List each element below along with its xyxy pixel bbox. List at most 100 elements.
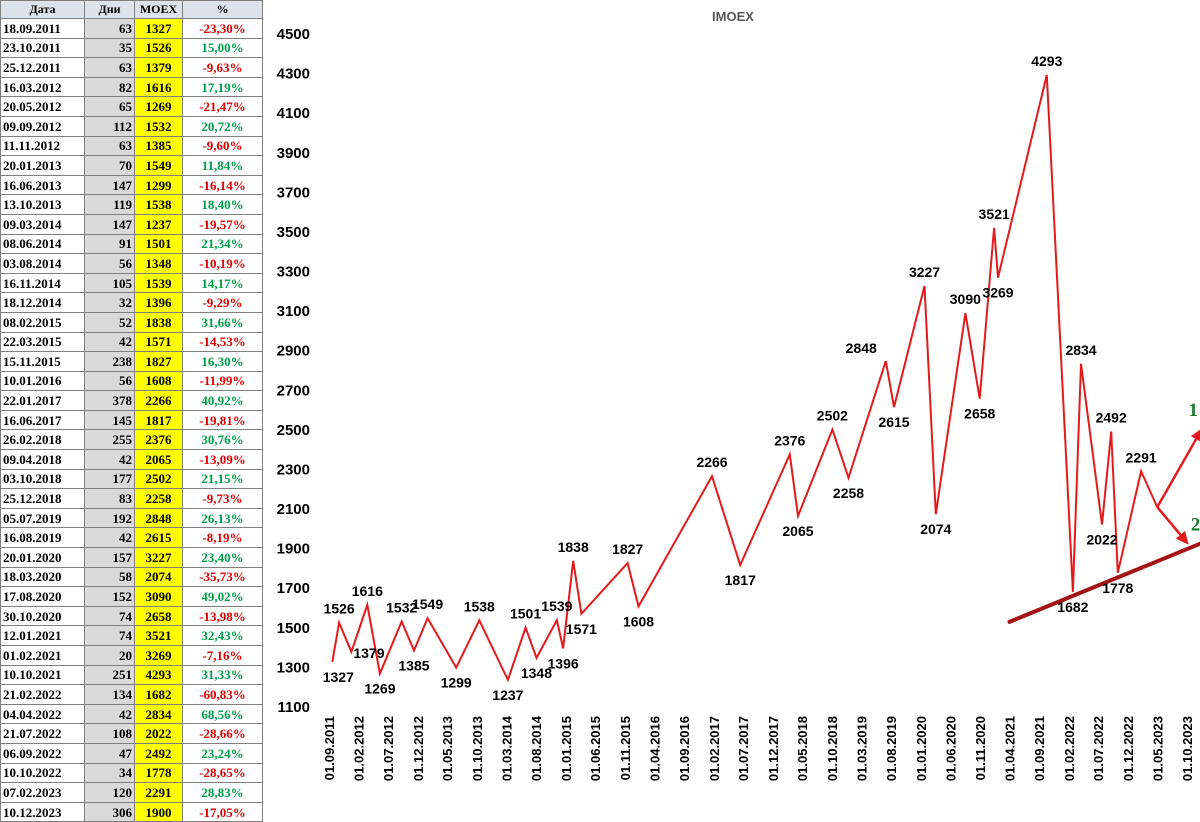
cell-pct: -10,19%: [182, 253, 263, 274]
cell-date: 16.03.2012: [0, 76, 85, 98]
table-row: 10.10.2021 251 4293 31,33%: [0, 664, 263, 686]
cell-date: 10.12.2023: [0, 801, 85, 822]
data-label: 1838: [558, 539, 589, 555]
table-row: 25.12.2011 63 1379 -9,63%: [0, 57, 263, 78]
cell-days: 238: [84, 351, 135, 372]
trendline-layer: [1007, 541, 1200, 624]
cell-moex: 2502: [134, 468, 183, 490]
table-row: 20.01.2020 157 3227 23,40%: [0, 547, 263, 568]
cell-moex: 1385: [134, 135, 183, 157]
x-tick-label: 01.08.2014: [529, 715, 544, 781]
cell-moex: 3269: [134, 645, 183, 666]
cell-date: 26.02.2018: [0, 429, 85, 451]
cell-date: 01.02.2021: [0, 645, 85, 666]
data-label: 1526: [324, 601, 355, 617]
y-tick-label: 1300: [277, 659, 310, 676]
forecast-arrow-1-head: [1190, 429, 1200, 442]
table-row: 09.04.2018 42 2065 -13,09%: [0, 449, 263, 470]
data-label: 1379: [353, 645, 384, 661]
x-tick-label: 01.07.2022: [1091, 716, 1106, 781]
cell-days: 378: [84, 390, 135, 411]
cell-moex: 1348: [134, 253, 183, 274]
cell-date: 05.07.2019: [0, 507, 85, 529]
x-tick-label: 01.05.2018: [795, 716, 810, 781]
x-tick-label: 01.09.2016: [677, 716, 692, 781]
cell-pct: 21,34%: [182, 233, 263, 255]
cell-moex: 1237: [134, 213, 183, 235]
cell-moex: 2376: [134, 429, 183, 451]
x-tick-label: 01.10.2013: [470, 716, 485, 781]
x-tick-label: 01.03.2014: [499, 715, 514, 781]
cell-pct: -16,14%: [182, 174, 263, 196]
cell-pct: -17,05%: [182, 801, 263, 822]
cell-moex: 2848: [134, 507, 183, 529]
cell-date: 25.12.2018: [0, 488, 85, 509]
cell-moex: 2065: [134, 449, 183, 470]
data-label: 1817: [725, 572, 756, 588]
cell-moex: 2266: [134, 390, 183, 411]
support-trendline: [1007, 541, 1200, 624]
cell-days: 42: [84, 449, 135, 470]
data-label: 1827: [612, 541, 643, 557]
y-axis: 1100 1300 1500 1700 1900 2100 2300 2500 2700 2900…: [277, 26, 310, 716]
cell-pct: 21,15%: [182, 468, 263, 490]
cell-date: 16.08.2019: [0, 527, 85, 549]
cell-pct: 17,19%: [182, 76, 263, 98]
x-tick-label: 01.05.2023: [1150, 716, 1165, 781]
imoex-line-chart: IMOEX 1100 1300 1500 1700 1900 2100 2300 2500 27…: [277, 9, 1200, 781]
cell-date: 03.08.2014: [0, 253, 85, 274]
cell-days: 145: [84, 409, 135, 431]
cell-days: 20: [84, 645, 135, 666]
data-label: 2376: [774, 432, 805, 448]
cell-date: 09.04.2018: [0, 449, 85, 470]
cell-date: 17.08.2020: [0, 586, 85, 607]
y-tick-label: 1500: [277, 620, 310, 637]
x-tick-label: 01.12.2012: [411, 716, 426, 781]
table-row: 21.02.2022 134 1682 -60,83%: [0, 684, 263, 705]
cell-moex: 1571: [134, 331, 183, 353]
cell-days: 152: [84, 586, 135, 607]
cell-days: 74: [84, 605, 135, 627]
cell-date: 11.11.2012: [0, 135, 85, 157]
table-header-row: Дата Дни MOEX %: [0, 0, 263, 19]
y-tick-label: 2900: [277, 343, 310, 360]
cell-pct: -9,60%: [182, 135, 263, 157]
y-tick-label: 3500: [277, 224, 310, 241]
table-row: 18.03.2020 58 2074 -35,73%: [0, 566, 263, 588]
cell-date: 25.12.2011: [0, 57, 85, 78]
data-label: 1348: [521, 665, 552, 681]
cell-date: 09.03.2014: [0, 213, 85, 235]
cell-moex: 1299: [134, 174, 183, 196]
data-label: 2834: [1065, 342, 1096, 358]
x-tick-label: 01.11.2015: [618, 716, 633, 780]
x-tick-label: 01.04.2016: [647, 716, 662, 781]
cell-pct: 23,40%: [182, 547, 263, 568]
cell-days: 112: [84, 115, 135, 137]
data-label: 2658: [964, 406, 995, 422]
cell-pct: -28,65%: [182, 762, 263, 784]
cell-moex: 2834: [134, 703, 183, 725]
data-label: 2022: [1086, 531, 1117, 547]
forecast-label-2: 2: [1191, 515, 1200, 536]
data-label: 2492: [1096, 409, 1127, 425]
table-row: 16.06.2013 147 1299 -16,14%: [0, 174, 263, 196]
cell-pct: -13,98%: [182, 605, 263, 627]
cell-pct: -11,99%: [182, 370, 263, 392]
data-label: 1385: [398, 658, 429, 674]
cell-pct: -9,29%: [182, 292, 263, 313]
cell-days: 47: [84, 742, 135, 764]
x-tick-label: 01.07.2017: [736, 716, 751, 781]
cell-moex: 4293: [134, 664, 183, 686]
table-row: 22.03.2015 42 1571 -14,53%: [0, 331, 263, 353]
cell-date: 16.06.2017: [0, 409, 85, 431]
data-label: 1269: [364, 681, 395, 697]
cell-moex: 1396: [134, 292, 183, 313]
y-tick-label: 3900: [277, 145, 310, 162]
table-row: 26.02.2018 255 2376 30,76%: [0, 429, 263, 451]
cell-moex: 1608: [134, 370, 183, 392]
cell-days: 58: [84, 566, 135, 588]
y-tick-label: 4100: [277, 105, 310, 122]
cell-pct: 32,43%: [182, 625, 263, 646]
cell-pct: -13,09%: [182, 449, 263, 470]
data-label: 1778: [1102, 580, 1133, 596]
